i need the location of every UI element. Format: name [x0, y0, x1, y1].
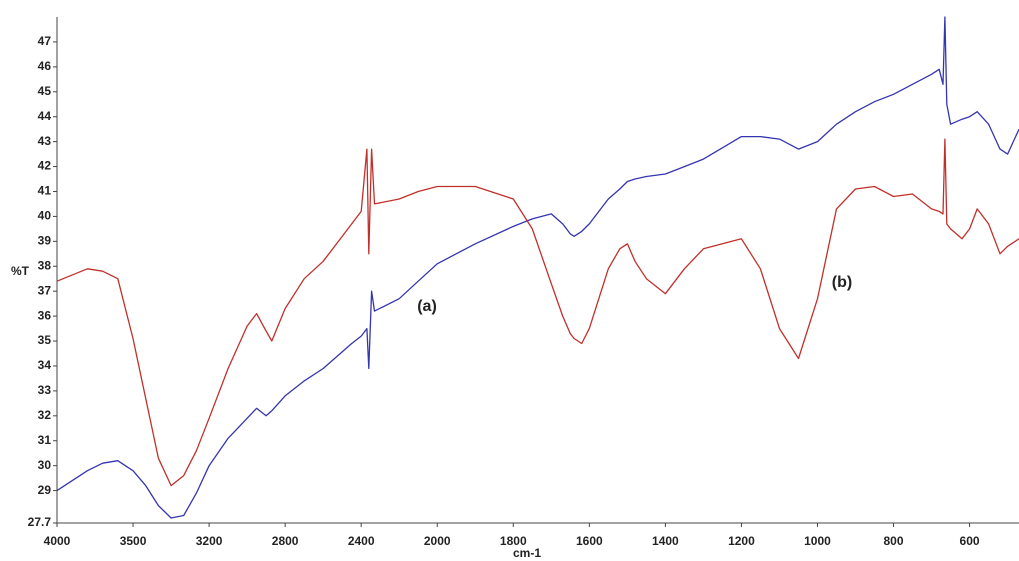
y-tick-label: 29: [38, 483, 52, 497]
y-tick-label: 34: [38, 358, 52, 372]
y-axis-label: %T: [11, 264, 30, 278]
y-tick-label: 33: [38, 383, 52, 397]
x-axis-label: cm-1: [513, 546, 541, 560]
y-tick-label: 32: [38, 408, 52, 422]
x-tick-label: 2800: [272, 534, 299, 548]
x-tick-label: 1200: [728, 534, 755, 548]
x-tick-label: 1000: [804, 534, 831, 548]
x-tick-label: 2400: [348, 534, 375, 548]
y-tick-label: 27.7: [28, 515, 52, 529]
x-tick-label: 3200: [196, 534, 223, 548]
y-tick-label: 47: [38, 34, 52, 48]
y-tick-label: 42: [38, 159, 52, 173]
series-label: (a): [417, 298, 437, 315]
x-tick-label: 800: [884, 534, 904, 548]
y-tick-label: 31: [38, 433, 52, 447]
y-tick-label: 37: [38, 283, 52, 297]
series-line: [56, 16, 1019, 519]
y-tick-label: 38: [38, 258, 52, 272]
y-tick-label: 39: [38, 234, 52, 248]
y-tick-label: 40: [38, 209, 52, 223]
series-label: (b): [832, 274, 852, 291]
x-tick-label: 4000: [44, 534, 71, 548]
x-tick-label: 1400: [652, 534, 679, 548]
x-tick-label: 3500: [120, 534, 147, 548]
x-tick-label: 600: [960, 534, 980, 548]
series-line: [56, 138, 1019, 487]
y-tick-label: 35: [38, 333, 52, 347]
x-tick-label: 2000: [424, 534, 451, 548]
y-tick-label: 46: [38, 59, 52, 73]
y-tick-label: 30: [38, 458, 52, 472]
y-tick-label: 36: [38, 308, 52, 322]
y-tick-label: 43: [38, 134, 52, 148]
y-tick-label: 41: [38, 184, 52, 198]
y-tick-label: 45: [38, 84, 52, 98]
x-tick-label: 1800: [500, 534, 527, 548]
y-tick-label: 44: [38, 109, 52, 123]
x-tick-label: 1600: [576, 534, 603, 548]
